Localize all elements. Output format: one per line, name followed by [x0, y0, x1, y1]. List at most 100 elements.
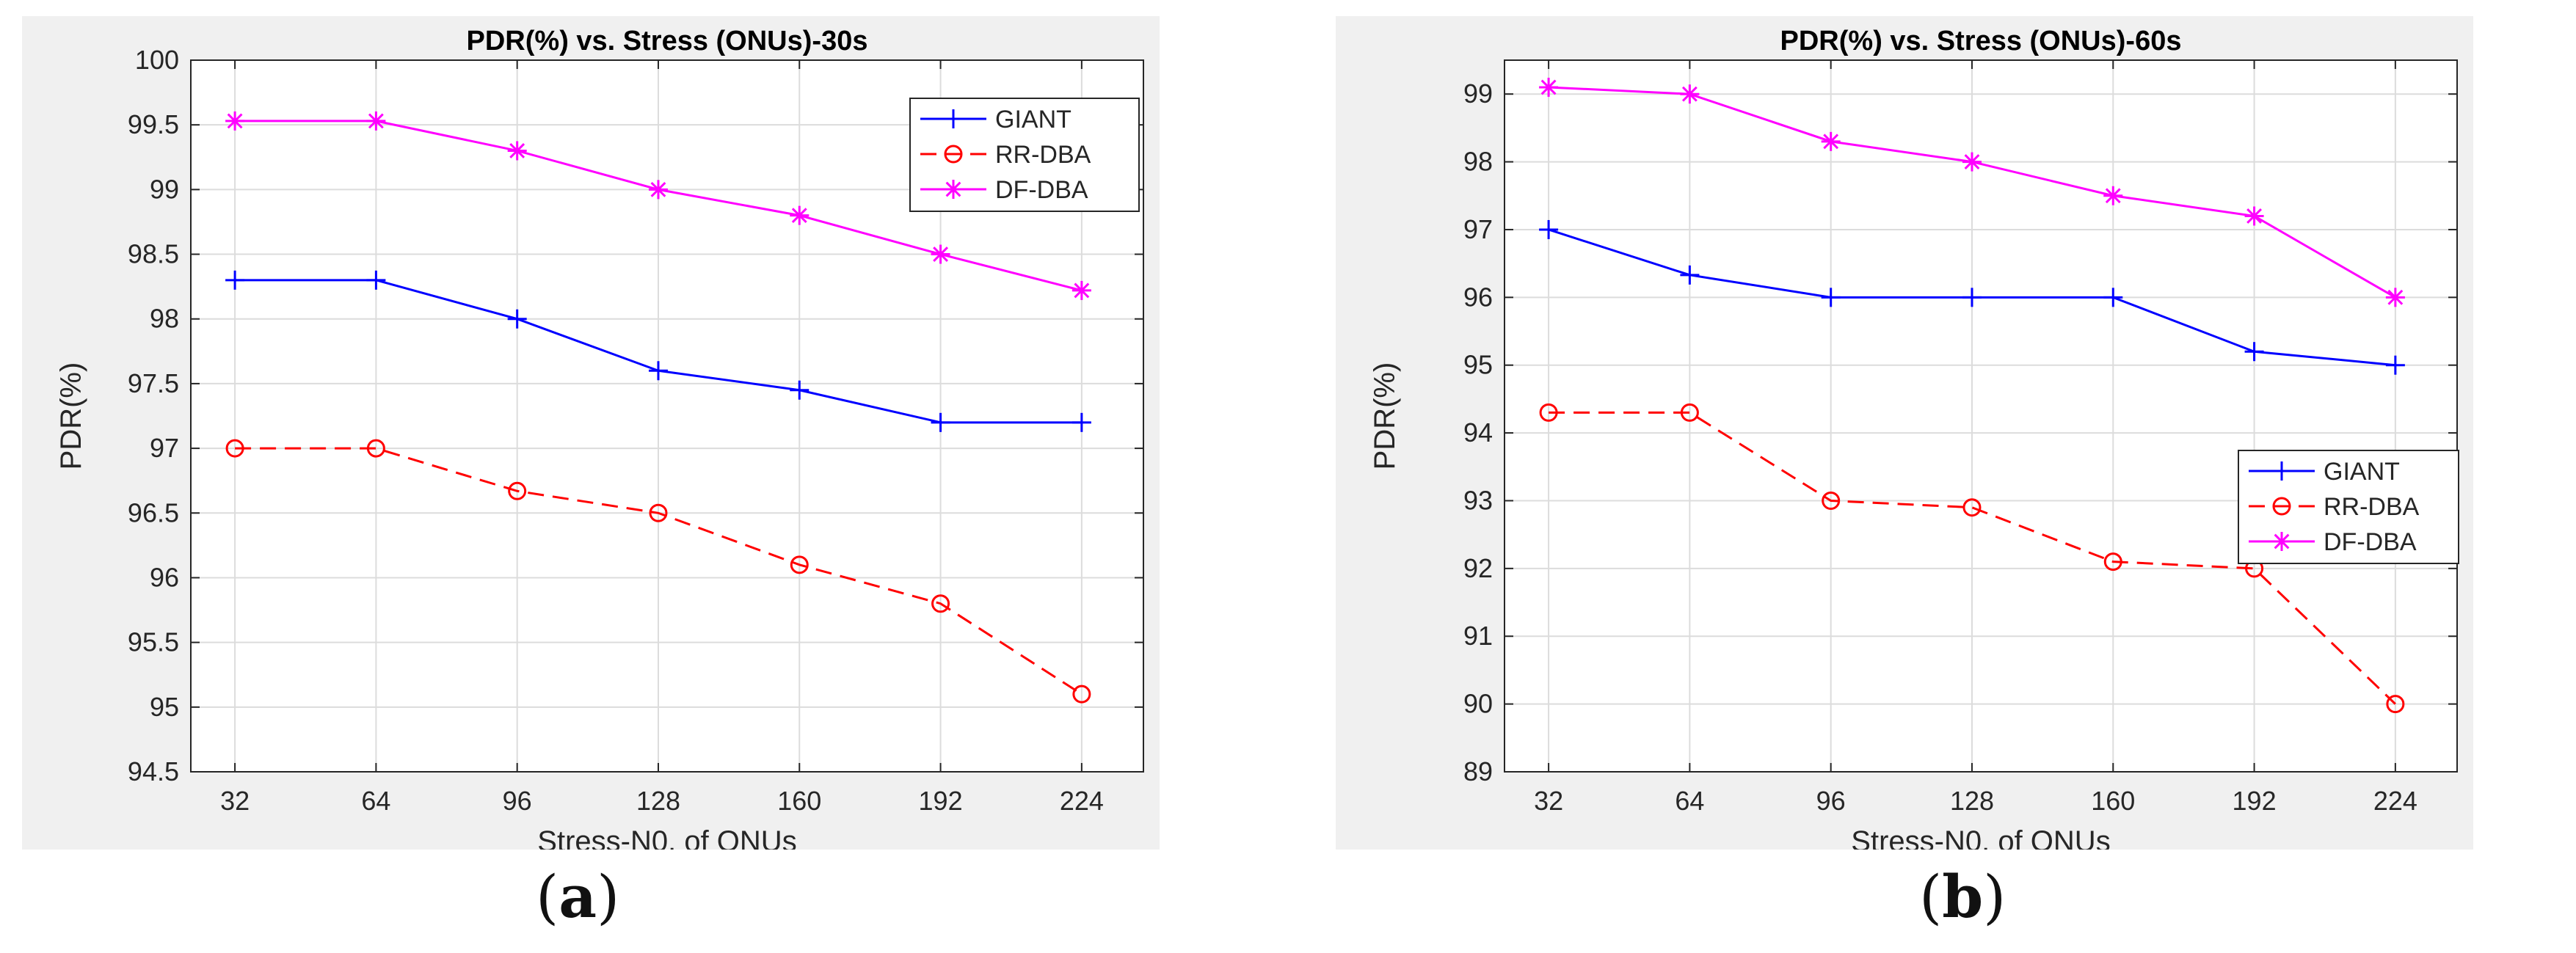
caption-b-open: ( — [1919, 863, 1943, 931]
caption-b-close: ) — [1983, 863, 2006, 931]
chart-a-xtick-label: 128 — [636, 786, 680, 816]
chart-b-series-df-dba-point — [1539, 77, 1559, 97]
chart-a-xtick-label: 96 — [503, 786, 532, 816]
chart-a-series-df-dba-point — [648, 180, 668, 200]
chart-a-series-rr-dba-point — [1072, 684, 1091, 704]
chart-b-series-giant-point — [1821, 288, 1841, 307]
chart-a-title: PDR(%) vs. Stress (ONUs)-30s — [467, 26, 868, 56]
chart-b-legend-marker-rr-dba — [2272, 497, 2291, 516]
chart-b-ytick-label: 90 — [1463, 689, 1493, 719]
chart-a-series-rr-dba-point — [649, 503, 668, 522]
chart-a-svg: 32 64 96 128 160 192 224 94.5 95 95.5 96 96.5 97 97.5… — [55, 26, 1144, 850]
chart-b-ylabel: PDR(%) — [1369, 362, 1401, 470]
chart-b-axes-box — [1504, 59, 2458, 773]
chart-a-series-giant-point — [931, 412, 950, 432]
chart-b-xtick-label: 32 — [1534, 786, 1563, 816]
chart-a-xlabel: Stress-N0. of ONUs — [537, 825, 796, 850]
chart-b-xtick-label: 128 — [1950, 786, 1994, 816]
chart-b-legend-label-df-dba: DF-DBA — [2324, 528, 2417, 556]
chart-b-ytick-label: 94 — [1463, 417, 1493, 448]
chart-b-series-giant-point — [1962, 288, 1982, 307]
chart-b-legend-label-giant: GIANT — [2324, 458, 2400, 486]
chart-a-xtick-label: 160 — [777, 786, 821, 816]
chart-b-svg: 32 64 96 128 160 192 224 89 90 91 92 93 94 95 96 97 98 99… — [1369, 26, 2459, 850]
caption-b: (b) — [1919, 862, 2006, 931]
chart-b-series-rr-dba-point — [1962, 498, 1982, 517]
chart-b-xlabel: Stress-N0. of ONUs — [1851, 825, 2110, 850]
caption-a: (a) — [536, 862, 619, 931]
chart-a-series-df-dba-point — [931, 244, 950, 264]
chart-a-ytick-label: 96.5 — [128, 497, 179, 527]
chart-b-ytick-label: 99 — [1463, 78, 1493, 109]
chart-a-xtick-label: 192 — [919, 786, 963, 816]
chart-a-xtick-label: 224 — [1060, 786, 1104, 816]
chart-b-title: PDR(%) vs. Stress (ONUs)-60s — [1780, 26, 2182, 56]
chart-b-series-df-dba-point — [1962, 152, 1982, 172]
chart-b-xtick-label: 192 — [2233, 786, 2277, 816]
chart-a-legend-label-rr-dba: RR-DBA — [995, 141, 1091, 169]
chart-panel-b: 32 64 96 128 160 192 224 89 90 91 92 93 94 95 96 97 98 99… — [1336, 16, 2473, 850]
chart-b-xtick-label: 64 — [1675, 786, 1704, 816]
chart-a-xtick-label: 32 — [220, 786, 250, 816]
chart-a-series-rr-dba-point — [931, 594, 950, 613]
chart-a-series-rr-dba-point — [366, 439, 385, 458]
chart-a-legend-marker-df-dba — [944, 180, 963, 199]
chart-a-series-df-dba-point — [366, 111, 386, 131]
chart-a-ytick-label: 95.5 — [128, 627, 179, 657]
chart-b-series-df-dba-point — [2244, 206, 2264, 226]
chart-b-series-df-dba-point — [1821, 131, 1841, 151]
chart-b-series-giant-point — [2103, 288, 2123, 307]
chart-a-ytick-label: 98.5 — [128, 239, 179, 269]
chart-a-series-giant-point — [507, 309, 527, 329]
chart-a-ytick-label: 100 — [135, 45, 179, 75]
chart-a-series-giant-point — [648, 361, 668, 381]
chart-b-ytick-label: 91 — [1463, 621, 1493, 651]
caption-b-label: b — [1942, 862, 1984, 931]
chart-b-series-rr-dba-point — [1539, 403, 1558, 422]
chart-a-ytick-label: 99.5 — [128, 109, 179, 139]
caption-a-label: a — [559, 862, 597, 931]
chart-b-ytick-label: 96 — [1463, 282, 1493, 312]
chart-b-series-giant-point — [2385, 355, 2405, 375]
caption-a-open: ( — [536, 863, 559, 931]
chart-a-ytick-label: 96 — [150, 562, 179, 592]
chart-a-series-rr-dba-point — [790, 555, 809, 574]
chart-b-series-giant-point — [1680, 265, 1700, 285]
chart-a-series-rr-dba-line — [235, 447, 1083, 695]
chart-b-ytick-label: 95 — [1463, 350, 1493, 380]
chart-a-series-giant-point — [366, 270, 386, 290]
chart-b-xtick-label: 224 — [2373, 786, 2417, 816]
chart-panel-a: 32 64 96 128 160 192 224 94.5 95 95.5 96 96.5 97 97.5… — [22, 16, 1160, 850]
chart-b-series-df-dba-point — [1680, 84, 1700, 104]
chart-a-series-df-dba-point — [790, 205, 809, 225]
chart-a-axes-box — [190, 59, 1144, 773]
caption-a-close: ) — [597, 863, 620, 931]
chart-b-ytick-label: 89 — [1463, 756, 1493, 786]
chart-b-series-giant-point — [1539, 219, 1559, 239]
chart-a-series-df-dba-point — [225, 111, 245, 131]
chart-b-ytick-label: 97 — [1463, 214, 1493, 244]
chart-a-legend-marker-giant — [944, 109, 963, 128]
chart-a-series-rr-dba-point — [225, 439, 244, 458]
chart-b-ytick-label: 92 — [1463, 553, 1493, 583]
chart-b-legend-marker-giant — [2272, 461, 2291, 481]
chart-a-ytick-label: 94.5 — [128, 756, 179, 786]
chart-a-ytick-label: 99 — [150, 174, 179, 204]
chart-b-ytick-label: 98 — [1463, 147, 1493, 177]
chart-b-xtick-label: 160 — [2091, 786, 2135, 816]
chart-b-ytick-label: 93 — [1463, 485, 1493, 515]
chart-a-ylabel: PDR(%) — [55, 362, 87, 470]
chart-b-xtick-label: 96 — [1816, 786, 1846, 816]
chart-a-series-giant-point — [225, 270, 245, 290]
chart-a-legend-label-giant: GIANT — [995, 106, 1071, 134]
chart-a-series-df-dba-point — [507, 141, 527, 161]
chart-a-series-giant-point — [1071, 412, 1091, 432]
chart-b-series-rr-dba-point — [2103, 552, 2122, 572]
chart-a-series-giant-point — [790, 380, 809, 400]
chart-a-legend-marker-rr-dba — [944, 145, 963, 164]
chart-b-legend-label-rr-dba: RR-DBA — [2324, 493, 2420, 521]
chart-a-series-rr-dba-point — [508, 481, 527, 500]
chart-a-legend-label-df-dba: DF-DBA — [995, 176, 1088, 204]
chart-b-series-rr-dba-point — [1680, 403, 1699, 422]
chart-b-series-giant-point — [2244, 342, 2264, 362]
